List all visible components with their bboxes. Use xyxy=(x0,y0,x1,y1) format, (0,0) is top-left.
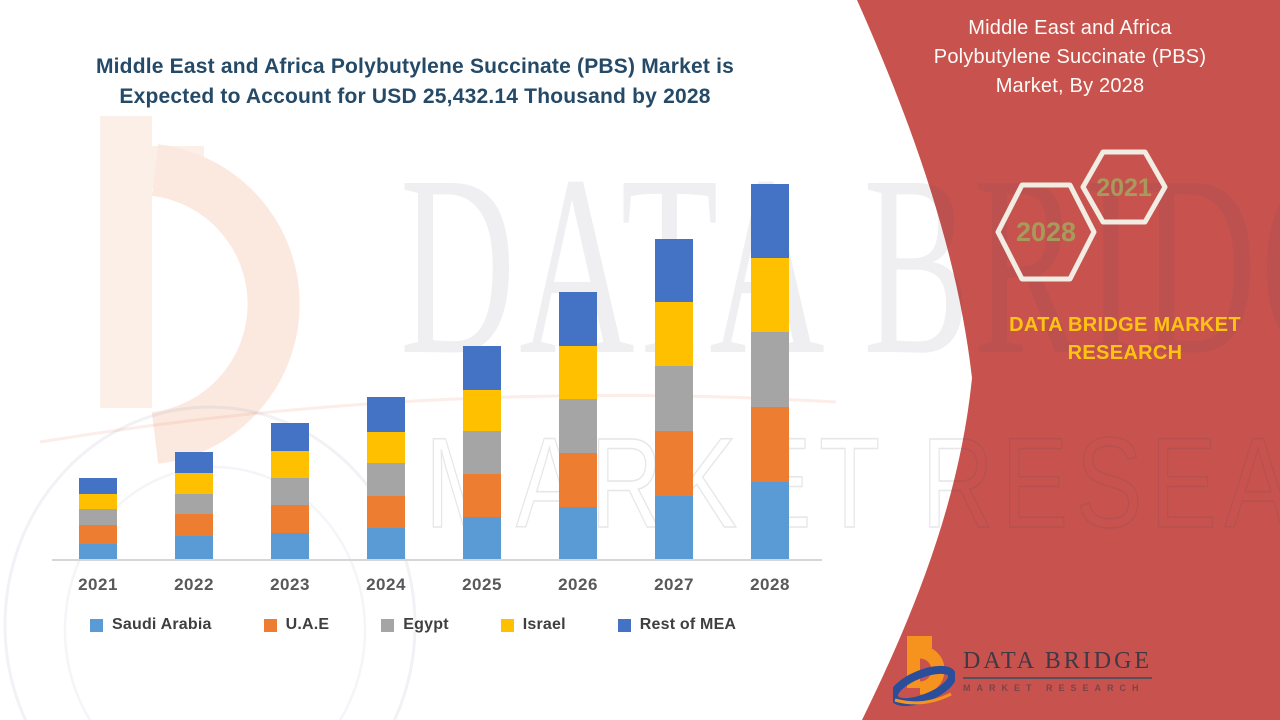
x-axis-label-2028: 2028 xyxy=(750,575,790,594)
page-title: Middle East and Africa Polybutylene Succ… xyxy=(55,52,775,112)
bar-segment-u-a-e-2024 xyxy=(367,496,405,528)
x-axis-line xyxy=(52,559,822,561)
bar-segment-israel-2022 xyxy=(175,473,213,494)
bar-segment-rest-of-mea-2022 xyxy=(175,452,213,473)
bar-segment-egypt-2022 xyxy=(175,494,213,514)
chart-legend: Saudi Arabia U.A.E Egypt Israel Rest of MEA xyxy=(90,616,736,634)
logo-swoosh-orange xyxy=(894,692,952,705)
bar-segment-rest-of-mea-2027 xyxy=(655,239,693,302)
bar-segment-rest-of-mea-2023 xyxy=(271,423,309,451)
bar-segment-egypt-2021 xyxy=(79,509,117,525)
brand-heading: DATA BRIDGE MARKET RESEARCH xyxy=(1009,314,1241,364)
bar-segment-egypt-2026 xyxy=(559,399,597,453)
legend-item-u-a-e: U.A.E xyxy=(263,616,330,634)
bar-stack-2025 xyxy=(463,346,501,559)
bar-segment-u-a-e-2021 xyxy=(79,525,117,544)
legend-label: Egypt xyxy=(403,616,449,633)
bar-segment-u-a-e-2022 xyxy=(175,514,213,536)
legend-item-saudi-arabia: Saudi Arabia xyxy=(90,616,212,634)
side-panel-title-line1: Middle East and Africa xyxy=(968,17,1172,39)
legend-swatch-icon xyxy=(381,618,395,632)
bar-segment-rest-of-mea-2026 xyxy=(559,292,597,346)
bar-segment-egypt-2025 xyxy=(463,431,501,474)
page-title-line1: Middle East and Africa Polybutylene Succ… xyxy=(95,55,735,78)
logo-wordmark: DATA BRIDGE xyxy=(963,648,1153,679)
bar-segment-saudi-arabia-2021 xyxy=(79,544,117,559)
legend-label: U.A.E xyxy=(285,616,330,633)
logo-b-flag xyxy=(920,636,932,648)
bar-stack-2021 xyxy=(79,478,117,559)
x-axis-label-2023: 2023 xyxy=(270,575,310,594)
bar-segment-u-a-e-2023 xyxy=(271,505,309,533)
bar-segment-israel-2028 xyxy=(751,258,789,332)
bar-segment-saudi-arabia-2026 xyxy=(559,507,597,559)
legend-swatch-icon xyxy=(90,618,103,632)
bar-segment-u-a-e-2027 xyxy=(655,431,693,496)
bar-segment-egypt-2023 xyxy=(271,478,309,505)
bar-segment-saudi-arabia-2023 xyxy=(271,533,309,559)
bar-stack-2024 xyxy=(367,397,405,559)
bar-segment-israel-2024 xyxy=(367,432,405,463)
bar-stack-2027 xyxy=(655,239,693,559)
bar-stack-2026 xyxy=(559,292,597,559)
dbmr-logo-icon xyxy=(893,636,955,707)
bar-segment-saudi-arabia-2027 xyxy=(655,496,693,559)
bar-segment-saudi-arabia-2024 xyxy=(367,528,405,559)
bar-segment-egypt-2024 xyxy=(367,463,405,496)
x-axis-label-2021: 2021 xyxy=(78,575,118,594)
bar-segment-egypt-2028 xyxy=(751,332,789,407)
bar-segment-israel-2025 xyxy=(463,390,501,431)
legend-label: Saudi Arabia xyxy=(112,616,212,633)
legend-item-egypt: Egypt xyxy=(381,616,449,634)
logo-textblock: DATA BRIDGE MARKET RESEARCH xyxy=(963,648,1153,693)
bar-segment-israel-2027 xyxy=(655,302,693,366)
bar-segment-saudi-arabia-2028 xyxy=(751,482,789,559)
bar-segment-israel-2021 xyxy=(79,494,117,509)
side-panel-title-line3: Market, By 2028 xyxy=(995,75,1145,97)
bar-segment-saudi-arabia-2025 xyxy=(463,517,501,559)
legend-label: Rest of MEA xyxy=(639,616,737,633)
legend-swatch-icon xyxy=(263,618,277,632)
bar-segment-israel-2023 xyxy=(271,451,309,478)
bar-segment-saudi-arabia-2022 xyxy=(175,536,213,559)
x-axis-label-2025: 2025 xyxy=(462,575,502,594)
bar-stack-2028 xyxy=(751,184,789,559)
legend-label: Israel xyxy=(522,616,566,633)
bar-segment-rest-of-mea-2025 xyxy=(463,346,501,390)
bar-segment-rest-of-mea-2024 xyxy=(367,397,405,432)
legend-item-israel: Israel xyxy=(500,616,566,634)
x-axis-label-2024: 2024 xyxy=(366,575,406,594)
bar-segment-rest-of-mea-2021 xyxy=(79,478,117,494)
legend-swatch-icon xyxy=(500,618,514,632)
bar-segment-u-a-e-2025 xyxy=(463,474,501,517)
bar-segment-u-a-e-2026 xyxy=(559,453,597,507)
side-panel-title-line2: Polybutylene Succinate (PBS) xyxy=(933,46,1207,68)
bar-segment-u-a-e-2028 xyxy=(751,407,789,482)
x-axis-label-2026: 2026 xyxy=(558,575,598,594)
x-axis-label-2022: 2022 xyxy=(174,575,214,594)
dbmr-logo: DATA BRIDGE MARKET RESEARCH xyxy=(893,634,1153,708)
bar-segment-rest-of-mea-2028 xyxy=(751,184,789,258)
bar-stack-2022 xyxy=(175,452,213,559)
bar-segment-israel-2026 xyxy=(559,346,597,399)
bar-stack-2023 xyxy=(271,423,309,559)
legend-swatch-icon xyxy=(617,618,631,632)
x-axis-label-2027: 2027 xyxy=(654,575,694,594)
side-panel-title: Middle East and Africa Polybutylene Succ… xyxy=(905,14,1235,101)
bar-segment-egypt-2027 xyxy=(655,366,693,431)
logo-subtitle: MARKET RESEARCH xyxy=(963,683,1145,693)
logo-swoosh-icon xyxy=(893,665,955,707)
legend-item-rest-of-mea: Rest of MEA xyxy=(617,616,737,634)
page-title-line2: Expected to Account for USD 25,432.14 Th… xyxy=(119,85,711,108)
